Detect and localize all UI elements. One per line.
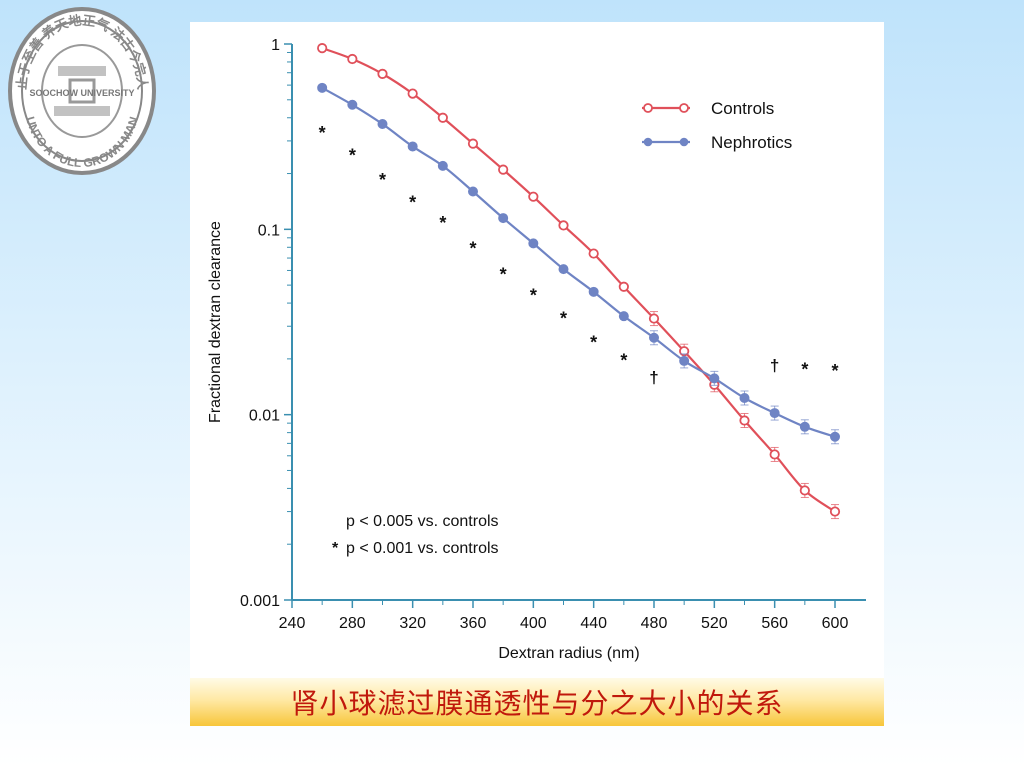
chart-panel: 0.001 0.01 0.1 1 240 280 320 360 400 440 480 520 560… <box>190 22 884 678</box>
controls-point <box>588 248 599 259</box>
x-tick-label: 320 <box>399 615 426 632</box>
nephrotics-point <box>649 332 659 343</box>
controls-point <box>528 191 539 202</box>
controls-point <box>739 415 750 426</box>
nephrotics-point <box>558 264 569 275</box>
significance-mark: * <box>831 361 838 381</box>
nephrotics-point <box>377 119 388 130</box>
controls-point <box>347 53 358 65</box>
y-tick-label: 0.001 <box>240 593 280 610</box>
controls-point <box>437 112 448 123</box>
footnote-marker: * <box>332 540 339 557</box>
legend-nephrotics-label: Nephrotics <box>711 133 792 152</box>
nephrotics-point <box>769 408 780 419</box>
nephrotics-point <box>468 186 478 197</box>
legend-nephrotics-marker <box>679 137 689 147</box>
controls-point <box>829 506 841 517</box>
significance-mark: * <box>560 309 567 329</box>
x-tick-label: 440 <box>580 615 607 632</box>
legend-controls-marker <box>643 103 653 113</box>
x-axis-title: Dextran radius (nm) <box>498 645 639 662</box>
controls-point <box>498 164 509 175</box>
significance-mark: * <box>409 192 416 212</box>
controls-point <box>317 43 328 54</box>
legend-controls-label: Controls <box>711 99 774 118</box>
controls-point <box>799 485 810 496</box>
x-tick-label: 560 <box>761 615 788 632</box>
significance-mark: * <box>349 146 356 166</box>
clearance-chart: 0.001 0.01 0.1 1 240 280 320 360 400 440 480 520 560… <box>207 37 866 662</box>
y-axis-title: Fractional dextran clearance <box>207 221 224 423</box>
nephrotics-point <box>317 82 328 93</box>
significance-mark: * <box>439 213 446 233</box>
x-tick-label: 360 <box>460 615 487 632</box>
nephrotics-point <box>618 311 629 322</box>
controls-point <box>377 68 388 79</box>
x-tick-label: 600 <box>822 615 849 632</box>
significance-mark: * <box>620 351 627 371</box>
significance-mark: * <box>469 238 476 258</box>
footnote: * p < 0.001 vs. controls <box>332 540 499 557</box>
nephrotics-point <box>588 286 599 297</box>
nephrotics-point <box>799 421 810 432</box>
slide-caption-bar: 肾小球滤过膜通透性与分之大小的关系 <box>190 678 884 726</box>
controls-point <box>618 281 629 292</box>
significance-mark: * <box>801 360 808 380</box>
controls-point <box>467 138 479 149</box>
university-logo: 止于至善 养天地正气 法古今完人 UNTO A FULL GROWN MAN S… <box>6 6 158 176</box>
nephrotics-point <box>437 160 448 171</box>
controls-point <box>648 313 660 324</box>
significance-mark: * <box>590 333 597 353</box>
y-tick-label: 0.1 <box>258 222 280 239</box>
footnote-text: p < 0.005 vs. controls <box>346 513 499 530</box>
significance-mark: * <box>500 265 507 285</box>
nephrotics-point <box>407 141 418 152</box>
nephrotics-point <box>739 393 750 404</box>
slide-caption: 肾小球滤过膜通透性与分之大小的关系 <box>290 687 784 720</box>
footnote: p < 0.005 vs. controls <box>346 513 499 530</box>
x-tick-label: 480 <box>641 615 668 632</box>
nephrotics-point <box>830 431 840 442</box>
logo-center-text: SOOCHOW UNIVERSITY <box>29 88 134 98</box>
nephrotics-point <box>679 355 690 366</box>
nephrotics-point <box>498 213 509 224</box>
legend-controls-marker <box>679 103 689 113</box>
controls-point <box>558 220 569 231</box>
significance-mark: * <box>319 123 326 143</box>
significance-mark: † <box>649 368 658 387</box>
y-tick-label: 0.01 <box>249 408 280 425</box>
x-tick-label: 240 <box>279 615 306 632</box>
x-tick-label: 280 <box>339 615 366 632</box>
nephrotics-point <box>528 238 539 249</box>
significance-mark: * <box>379 170 386 190</box>
significance-mark: † <box>770 356 779 375</box>
x-tick-label: 400 <box>520 615 547 632</box>
controls-point <box>769 449 780 460</box>
x-tick-label: 520 <box>701 615 728 632</box>
y-tick-label: 1 <box>271 37 280 54</box>
nephrotics-point <box>347 99 358 110</box>
significance-mark: * <box>530 285 537 305</box>
legend-nephrotics-marker <box>643 137 653 147</box>
nephrotics-point <box>709 373 720 384</box>
footnote-text: p < 0.001 vs. controls <box>346 540 499 557</box>
controls-point <box>407 88 418 99</box>
